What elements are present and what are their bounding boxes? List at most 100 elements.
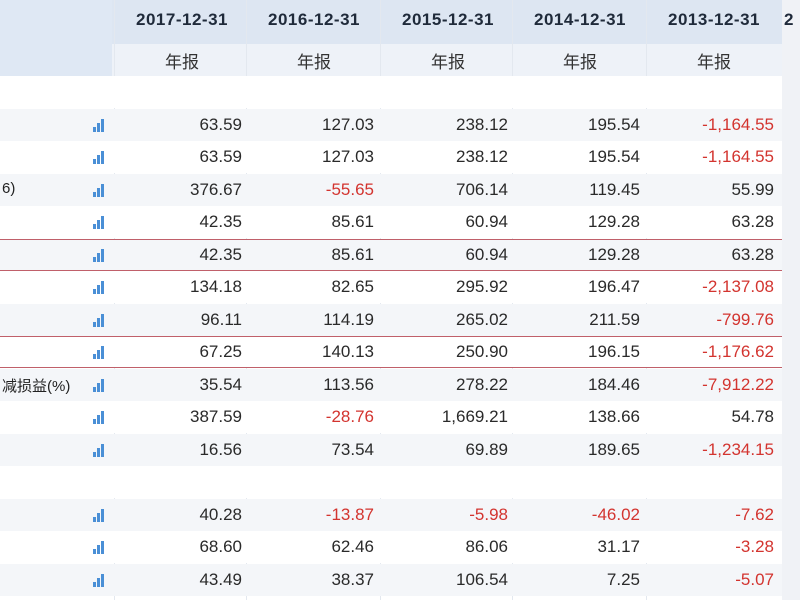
table-cell: 7.25 xyxy=(606,570,640,589)
column-header-date[interactable]: 2014-12-31 xyxy=(534,10,626,29)
table-cell: 38.37 xyxy=(331,570,374,589)
row-highlight-box xyxy=(0,336,792,368)
table-cell: -2,137.08 xyxy=(702,277,774,296)
column-header-date[interactable]: 2013-12-31 xyxy=(668,10,760,29)
bar-chart-icon[interactable] xyxy=(92,508,108,522)
column-header-date[interactable]: 2017-12-31 xyxy=(136,10,228,29)
table-cell: -28.76 xyxy=(325,407,374,426)
table-cell: 63.59 xyxy=(199,147,242,166)
table-cell: 127.03 xyxy=(322,147,374,166)
table-cell: 238.12 xyxy=(456,115,508,134)
column-report-type: 年报 xyxy=(431,53,465,72)
table-row[interactable]: 68.60 62.46 86.06 31.17 -3.28 xyxy=(0,531,800,563)
bar-chart-icon[interactable] xyxy=(92,248,108,262)
table-cell: 250.90 xyxy=(456,342,508,361)
column-report-type: 年报 xyxy=(563,53,597,72)
table-cell: 196.15 xyxy=(588,342,640,361)
table-cell: -5.07 xyxy=(735,570,774,589)
table-cell: 114.19 xyxy=(323,310,374,329)
table-cell: 129.28 xyxy=(588,245,640,264)
table-cell: 73.54 xyxy=(331,440,374,459)
header-row xyxy=(0,0,800,44)
bar-chart-icon[interactable] xyxy=(92,118,108,132)
bar-chart-icon[interactable] xyxy=(92,573,108,587)
table-cell: -46.02 xyxy=(591,505,640,524)
table-cell: 42.35 xyxy=(199,245,242,264)
bar-chart-icon[interactable] xyxy=(92,183,108,197)
column-report-type: 年报 xyxy=(297,53,331,72)
table-row[interactable]: 387.59 -28.76 1,669.21 138.66 54.78 xyxy=(0,401,800,433)
table-cell: 265.02 xyxy=(456,310,508,329)
table-cell: 68.60 xyxy=(199,537,242,556)
table-cell: 706.14 xyxy=(456,180,508,199)
table-cell: 43.49 xyxy=(199,570,242,589)
table-cell: 60.94 xyxy=(465,245,508,264)
table-cell: -3.28 xyxy=(735,537,774,556)
table-cell: 31.17 xyxy=(597,537,640,556)
table-cell: 387.59 xyxy=(190,407,242,426)
table-cell: 96.11 xyxy=(200,310,242,329)
table-cell: 42.35 xyxy=(199,212,242,231)
table-cell: 63.28 xyxy=(731,212,774,231)
table-cell: 195.54 xyxy=(588,115,640,134)
table-cell: -5.98 xyxy=(469,505,508,524)
row-label: 6) xyxy=(2,180,16,197)
table-cell: 60.94 xyxy=(465,212,508,231)
table-row[interactable]: 134.18 82.65 295.92 196.47 -2,137.08 xyxy=(0,271,800,303)
table-cell: -1,164.55 xyxy=(702,147,774,166)
table-cell: 16.56 xyxy=(199,440,242,459)
table-cell: -1,176.62 xyxy=(702,342,774,361)
table-cell: 138.66 xyxy=(588,407,640,426)
table-cell: 119.45 xyxy=(589,180,640,199)
table-cell: 376.67 xyxy=(190,180,242,199)
column-header-date[interactable]: 2016-12-31 xyxy=(268,10,360,29)
bar-chart-icon[interactable] xyxy=(92,215,108,229)
table-cell: 211.59 xyxy=(589,310,640,329)
bar-chart-icon[interactable] xyxy=(92,443,108,457)
table-cell: 67.25 xyxy=(199,342,242,361)
table-row[interactable]: 43.49 38.37 106.54 7.25 -5.07 xyxy=(0,564,800,596)
table-cell: 184.46 xyxy=(588,375,640,394)
table-cell: -1,234.15 xyxy=(702,440,774,459)
table-row[interactable]: 40.28 -13.87 -5.98 -46.02 -7.62 xyxy=(0,499,800,531)
table-row[interactable]: 63.59 127.03 238.12 195.54 -1,164.55 xyxy=(0,141,800,173)
table-row[interactable]: 42.35 85.61 60.94 129.28 63.28 xyxy=(0,206,800,238)
bar-chart-icon[interactable] xyxy=(92,313,108,327)
table-cell: 196.47 xyxy=(588,277,640,296)
table-cell: 54.78 xyxy=(731,407,774,426)
table-cell: 127.03 xyxy=(322,115,374,134)
table-cell: 140.13 xyxy=(322,342,374,361)
column-report-type: 年报 xyxy=(165,53,199,72)
table-cell: 40.28 xyxy=(199,505,242,524)
table-cell: 63.59 xyxy=(199,115,242,134)
table-row[interactable]: 67.25 140.13 250.90 196.15 -1,176.62 xyxy=(0,336,800,368)
row-highlight-box xyxy=(0,239,792,271)
table-cell: -799.76 xyxy=(716,310,774,329)
table-row[interactable]: 6) 376.67 -55.65 706.14 119.45 55.99 xyxy=(0,174,800,206)
table-cell: -7,912.22 xyxy=(702,375,774,394)
row-label: 减损益(%) xyxy=(2,378,71,395)
table-cell: 134.18 xyxy=(190,277,242,296)
table-cell: -55.65 xyxy=(325,180,374,199)
table-cell: 238.12 xyxy=(456,147,508,166)
table-row[interactable]: 42.35 85.61 60.94 129.28 63.28 xyxy=(0,239,800,271)
bar-chart-icon[interactable] xyxy=(92,378,108,392)
bar-chart-icon[interactable] xyxy=(92,410,108,424)
column-header-date[interactable]: 2015-12-31 xyxy=(402,10,494,29)
table-cell: -1,164.55 xyxy=(702,115,774,134)
table-cell: 189.65 xyxy=(588,440,640,459)
bar-chart-icon[interactable] xyxy=(92,150,108,164)
bar-chart-icon[interactable] xyxy=(92,280,108,294)
header-corner xyxy=(0,0,112,76)
table-row[interactable]: 16.56 73.54 69.89 189.65 -1,234.15 xyxy=(0,434,800,466)
bar-chart-icon[interactable] xyxy=(92,540,108,554)
table-row[interactable]: 减损益(%) 35.54 113.56 278.22 184.46 -7,912.22 xyxy=(0,369,800,401)
table-row[interactable]: 96.11 114.19 265.02 211.59 -799.76 xyxy=(0,304,800,336)
bar-chart-icon[interactable] xyxy=(92,345,108,359)
next-column-partial: 2 xyxy=(782,0,800,600)
table-cell: 62.46 xyxy=(331,537,374,556)
column-report-type: 年报 xyxy=(697,53,731,72)
table-row[interactable]: 63.59 127.03 238.12 195.54 -1,164.55 xyxy=(0,109,800,141)
report-type-row xyxy=(0,44,800,76)
section-spacer-row xyxy=(0,76,800,108)
